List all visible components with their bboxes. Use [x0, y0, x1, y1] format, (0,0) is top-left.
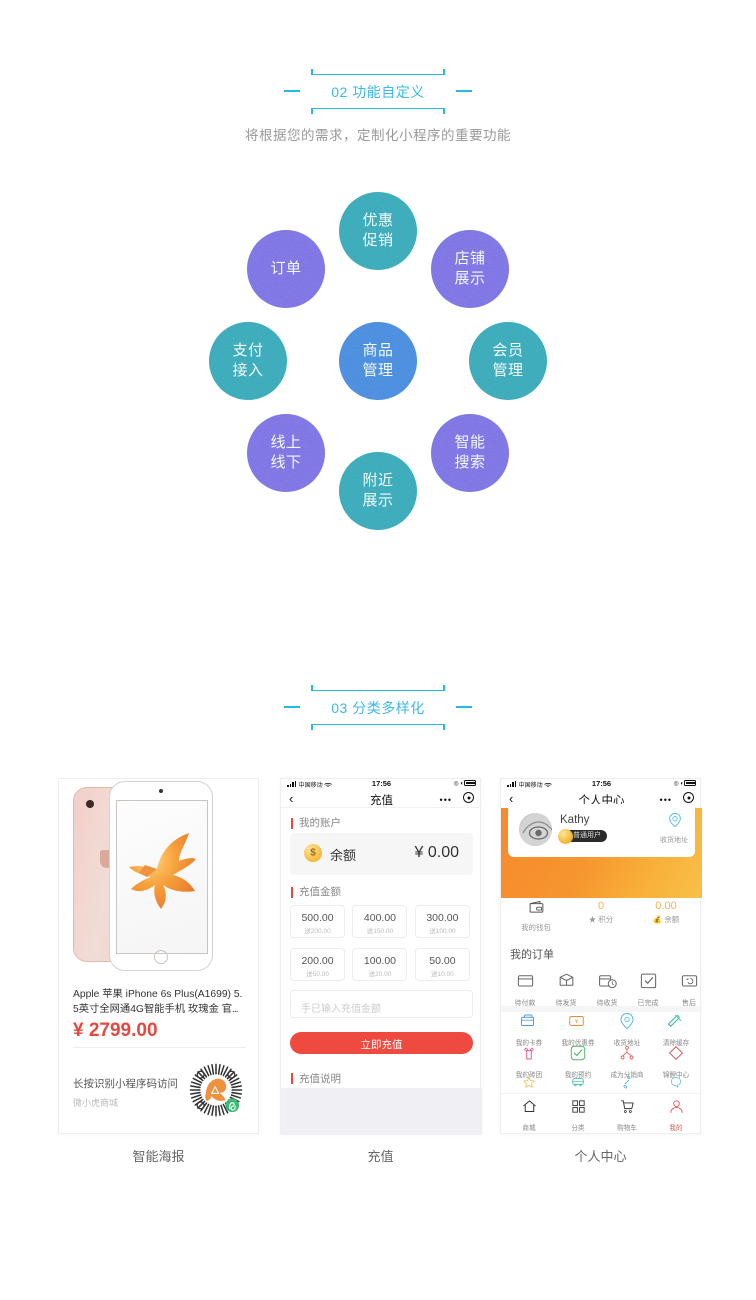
svg-text:¥: ¥	[575, 1019, 578, 1025]
